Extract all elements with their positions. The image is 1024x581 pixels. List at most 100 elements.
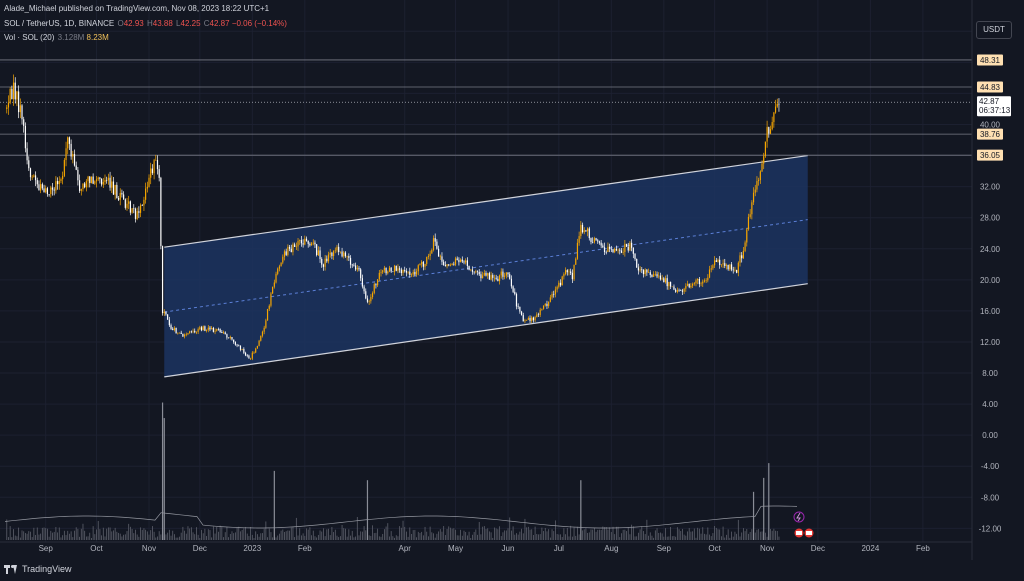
candle-body xyxy=(644,269,646,275)
volume-bar xyxy=(309,527,311,540)
volume-bar xyxy=(97,520,99,540)
candle-body xyxy=(441,256,443,262)
volume-bar xyxy=(79,536,80,540)
channel-upper-line xyxy=(164,154,808,248)
candle-body xyxy=(373,284,375,293)
volume-bar xyxy=(365,530,367,540)
volume-bar xyxy=(531,529,533,540)
volume-bar xyxy=(595,531,597,540)
volume-bar xyxy=(585,528,587,540)
volume-bar xyxy=(671,536,673,540)
candle-body xyxy=(253,352,255,354)
volume-bar xyxy=(158,531,160,540)
candle-body xyxy=(732,269,734,271)
candle-body xyxy=(554,289,557,295)
volume-bar xyxy=(504,530,506,540)
candle-body xyxy=(239,345,242,350)
candle-body xyxy=(653,274,655,277)
volume-bar xyxy=(314,536,316,540)
volume-bar xyxy=(238,526,240,540)
volume-bar xyxy=(478,521,480,540)
candle-body xyxy=(700,283,702,285)
candle-body xyxy=(95,179,98,182)
volume-bar xyxy=(546,531,548,540)
volume-bar xyxy=(527,526,529,540)
candle-body xyxy=(221,332,223,333)
volume-bar xyxy=(746,529,748,540)
candle-body xyxy=(495,277,497,279)
candle-body xyxy=(668,281,670,287)
candle-body xyxy=(427,256,430,257)
candle-body xyxy=(156,160,159,170)
volume-bar xyxy=(382,533,384,540)
candle-body xyxy=(763,156,765,164)
volume-bar xyxy=(734,531,736,540)
volume-bar xyxy=(263,528,265,540)
flag-glyph-icon xyxy=(796,531,802,535)
volume-bar xyxy=(14,535,16,540)
volume-bar xyxy=(653,537,655,540)
volume-bar xyxy=(731,531,732,540)
symbol-legend: SOL / TetherUS, 1D, BINANCE O42.93 H43.8… xyxy=(4,19,287,42)
candle-body xyxy=(649,272,651,275)
candle-body xyxy=(295,246,297,248)
volume-bar xyxy=(85,536,87,540)
candle-body xyxy=(622,252,624,253)
candle-body xyxy=(200,327,203,331)
flag-glyph-icon-2 xyxy=(806,531,812,535)
candle-body xyxy=(603,247,606,253)
candle-body xyxy=(390,267,392,272)
volume-bar xyxy=(30,531,31,540)
tradingview-brand[interactable]: TradingView xyxy=(4,564,72,574)
candle-body xyxy=(434,238,436,242)
volume-label[interactable]: Vol · SOL (20) xyxy=(4,33,55,42)
candle-body xyxy=(443,261,445,266)
candle-body xyxy=(222,332,225,334)
candle-body xyxy=(321,259,323,265)
volume-bar xyxy=(92,526,94,540)
currency-button[interactable]: USDT xyxy=(976,21,1012,39)
candle-body xyxy=(480,274,482,279)
candle-body xyxy=(620,250,623,253)
candle-body xyxy=(498,275,501,282)
candle-body xyxy=(192,330,194,332)
candle-body xyxy=(256,345,258,349)
volume-bar xyxy=(502,532,504,540)
candle-body xyxy=(336,246,338,251)
volume-bar xyxy=(72,537,74,540)
volume-bar xyxy=(106,528,108,540)
candle-body xyxy=(189,331,191,334)
volume-bar xyxy=(233,533,235,540)
volume-bar xyxy=(749,531,751,540)
candle-body xyxy=(768,127,770,134)
volume-bar xyxy=(380,536,382,540)
volume-bar xyxy=(654,530,656,540)
candle-body xyxy=(717,259,719,262)
volume-bar xyxy=(719,529,721,540)
volume-bar xyxy=(651,535,653,540)
candle-body xyxy=(194,330,196,333)
candle-body xyxy=(280,262,282,267)
volume-bar xyxy=(426,531,428,540)
candle-body xyxy=(195,331,198,333)
volume-bar xyxy=(55,527,57,540)
candle-body xyxy=(522,315,524,322)
volume-bar xyxy=(682,528,683,540)
volume-bar xyxy=(605,527,607,540)
candle-body xyxy=(314,242,316,245)
volume-bar xyxy=(129,526,131,540)
volume-bar xyxy=(590,529,592,540)
symbol-name[interactable]: SOL / TetherUS, 1D, BINANCE xyxy=(4,19,115,28)
volume-bar xyxy=(670,527,671,540)
candle-body xyxy=(202,326,204,331)
candle-body xyxy=(224,332,226,335)
candle-body xyxy=(126,203,128,208)
volume-bar xyxy=(392,536,394,540)
volume-bar xyxy=(460,529,461,540)
candle-body xyxy=(739,255,741,263)
candle-body xyxy=(129,201,131,213)
lightning-event-icon[interactable] xyxy=(793,511,805,523)
volume-bar xyxy=(570,525,572,540)
